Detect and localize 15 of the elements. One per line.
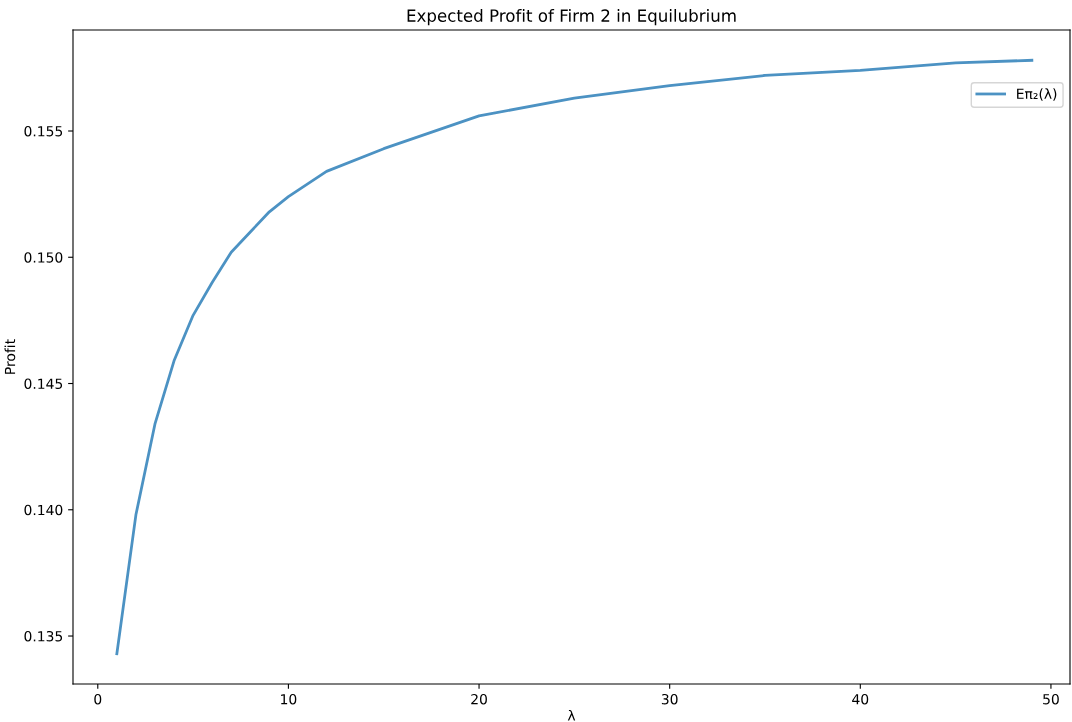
x-tick-label: 0 xyxy=(94,693,102,705)
y-tick-label: 0.155 xyxy=(24,125,63,137)
x-tick-label: 10 xyxy=(281,693,297,705)
y-tick-label: 0.135 xyxy=(24,630,63,642)
chart-title: Expected Profit of Firm 2 in Equilubrium xyxy=(407,9,736,26)
x-tick-label: 40 xyxy=(852,693,869,705)
y-tick-label: 0.145 xyxy=(24,378,63,389)
legend-label: Eπ₂(λ) xyxy=(1017,88,1057,101)
x-axis-title: λ xyxy=(567,709,576,721)
x-tick-label: 50 xyxy=(1043,693,1059,705)
y-tick-label: 0.140 xyxy=(24,504,63,516)
x-tick-label: 20 xyxy=(471,693,487,705)
y-tick-label: 0.150 xyxy=(24,252,63,263)
x-tick-label: 30 xyxy=(661,693,678,705)
y-axis-title: Profit xyxy=(4,339,16,374)
